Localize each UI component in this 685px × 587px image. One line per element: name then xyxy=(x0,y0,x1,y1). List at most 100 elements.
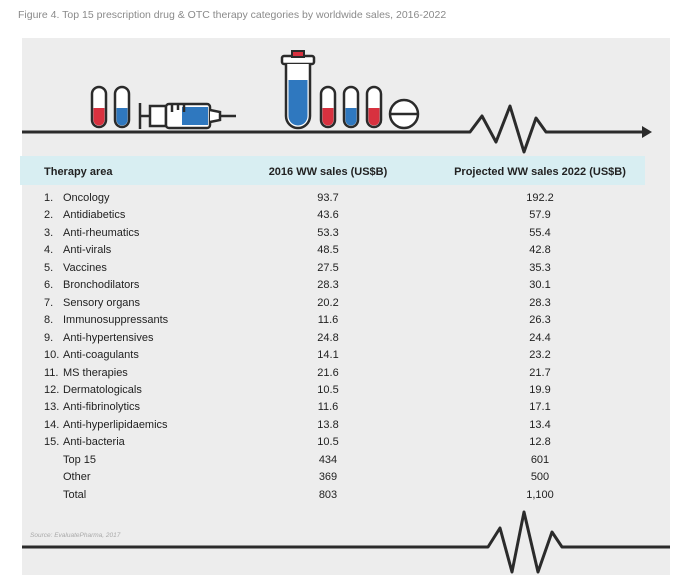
sales-2022-value: 500 xyxy=(530,471,550,484)
row-number: 8. xyxy=(44,314,54,327)
source-note: Source: EvaluatePharma, 2017 xyxy=(30,532,121,539)
heartbeat-line-icon xyxy=(22,104,645,154)
table-row: Other 369 500 xyxy=(0,471,685,488)
therapy-name: Other xyxy=(63,471,91,484)
vial-red-icon xyxy=(90,85,108,129)
figure-card xyxy=(22,38,670,575)
sales-2022-value: 23.2 xyxy=(529,349,551,362)
pill-icon xyxy=(388,98,420,130)
vial-red-icon xyxy=(365,85,383,129)
therapy-name: Vaccines xyxy=(63,261,107,274)
table-row: 13. Anti-fibrinolytics 11.6 17.1 xyxy=(0,401,685,418)
table-row: 11. MS therapies 21.6 21.7 xyxy=(0,367,685,384)
therapy-name: Anti-rheumatics xyxy=(63,226,140,239)
therapy-name: Oncology xyxy=(63,192,110,204)
row-number: 5. xyxy=(44,261,54,274)
therapy-name: Anti-virals xyxy=(63,244,112,257)
sales-2022-value: 24.4 xyxy=(529,331,551,344)
header-2016-sales: 2016 WW sales (US$B) xyxy=(268,166,388,178)
syringe-icon xyxy=(138,102,236,130)
row-number: 12. xyxy=(44,383,60,396)
header-2022-sales: Projected WW sales 2022 (US$B) xyxy=(454,166,626,178)
table-row: 12. Dermatologicals 10.5 19.9 xyxy=(0,384,685,401)
therapy-name: Total xyxy=(63,488,87,501)
sales-2022-value: 55.4 xyxy=(529,226,551,239)
therapy-name: Anti-coagulants xyxy=(63,349,139,362)
sales-2022-value: 17.1 xyxy=(529,401,551,414)
row-number: 10. xyxy=(44,349,60,362)
row-number: 3. xyxy=(44,226,54,239)
sales-2022-value: 42.8 xyxy=(529,244,551,257)
heartbeat-line-icon xyxy=(22,510,670,574)
row-number: 14. xyxy=(44,418,60,431)
table-row: 15. Anti-bacteria 10.5 12.8 xyxy=(0,436,685,453)
sales-2022-value: 30.1 xyxy=(529,279,551,292)
test-tube-icon xyxy=(280,50,316,130)
sales-2016-value: 803 xyxy=(318,488,338,501)
sales-2022-value: 601 xyxy=(530,453,550,466)
row-number: 6. xyxy=(44,279,54,292)
sales-2016-value: 11.6 xyxy=(317,314,339,327)
sales-2016-value: 434 xyxy=(318,453,338,466)
table-row: 5. Vaccines 27.5 35.3 xyxy=(0,262,685,279)
sales-2016-value: 53.3 xyxy=(317,226,339,239)
sales-2022-value: 12.8 xyxy=(529,436,551,449)
table-row: Total 803 1,100 xyxy=(0,489,685,506)
vial-blue-icon xyxy=(342,85,360,129)
sales-2016-value: 11.6 xyxy=(317,401,339,414)
sales-2016-value: 20.2 xyxy=(317,296,339,309)
row-number: 13. xyxy=(44,401,60,414)
row-number: 4. xyxy=(44,244,54,257)
therapy-name: Sensory organs xyxy=(63,296,141,309)
sales-2016-value: 10.5 xyxy=(317,436,339,449)
sales-2016-value: 93.7 xyxy=(317,192,339,204)
therapy-name: Top 15 xyxy=(63,453,97,466)
table-row: Top 15 434 601 xyxy=(0,454,685,471)
sales-2022-value: 19.9 xyxy=(529,383,551,396)
sales-2022-value: 21.7 xyxy=(529,366,551,379)
sales-2022-value: 1,100 xyxy=(526,488,554,501)
row-number: 15. xyxy=(44,436,60,449)
header-therapy-area: Therapy area xyxy=(44,166,113,178)
header-band xyxy=(20,156,645,185)
table-row: 3. Anti-rheumatics 53.3 55.4 xyxy=(0,227,685,244)
sales-2016-value: 13.8 xyxy=(317,418,339,431)
table-row: 6. Bronchodilators 28.3 30.1 xyxy=(0,279,685,296)
therapy-name: Anti-hypertensives xyxy=(63,331,154,344)
therapy-name: Immunosuppressants xyxy=(63,314,169,327)
sales-2022-value: 26.3 xyxy=(529,314,551,327)
sales-2016-value: 43.6 xyxy=(317,209,339,222)
sales-2016-value: 369 xyxy=(318,471,338,484)
sales-2022-value: 192.2 xyxy=(526,192,554,204)
therapy-name: Anti-fibrinolytics xyxy=(63,401,141,414)
table-row: 9. Anti-hypertensives 24.8 24.4 xyxy=(0,332,685,349)
row-number: 11. xyxy=(44,366,59,379)
sales-2016-value: 10.5 xyxy=(317,383,339,396)
arrow-head-icon xyxy=(642,126,652,138)
therapy-name: Anti-hyperlipidaemics xyxy=(63,418,168,431)
row-number: 1. xyxy=(44,192,54,204)
therapy-name: Antidiabetics xyxy=(63,209,126,222)
sales-2016-value: 27.5 xyxy=(317,261,339,274)
sales-2016-value: 48.5 xyxy=(317,244,339,257)
table-row: 4. Anti-virals 48.5 42.8 xyxy=(0,244,685,261)
vial-blue-icon xyxy=(113,85,131,129)
sales-2022-value: 28.3 xyxy=(529,296,551,309)
vial-red-icon xyxy=(319,85,337,129)
table-row: 1. Oncology 93.7 192.2 xyxy=(0,192,685,209)
sales-2016-value: 21.6 xyxy=(317,366,339,379)
table-row: 2. Antidiabetics 43.6 57.9 xyxy=(0,209,685,226)
sales-2022-value: 13.4 xyxy=(529,418,551,431)
table-row: 7. Sensory organs 20.2 28.3 xyxy=(0,297,685,314)
therapy-name: MS therapies xyxy=(63,366,128,379)
row-number: 7. xyxy=(44,296,54,309)
row-number: 9. xyxy=(44,331,54,344)
row-number: 2. xyxy=(44,209,54,222)
sales-2016-value: 24.8 xyxy=(317,331,339,344)
therapy-name: Bronchodilators xyxy=(63,279,140,292)
table-row: 8. Immunosuppressants 11.6 26.3 xyxy=(0,314,685,331)
therapy-name: Anti-bacteria xyxy=(63,436,125,449)
therapy-name: Dermatologicals xyxy=(63,383,142,396)
figure-title: Figure 4. Top 15 prescription drug & OTC… xyxy=(18,9,447,21)
